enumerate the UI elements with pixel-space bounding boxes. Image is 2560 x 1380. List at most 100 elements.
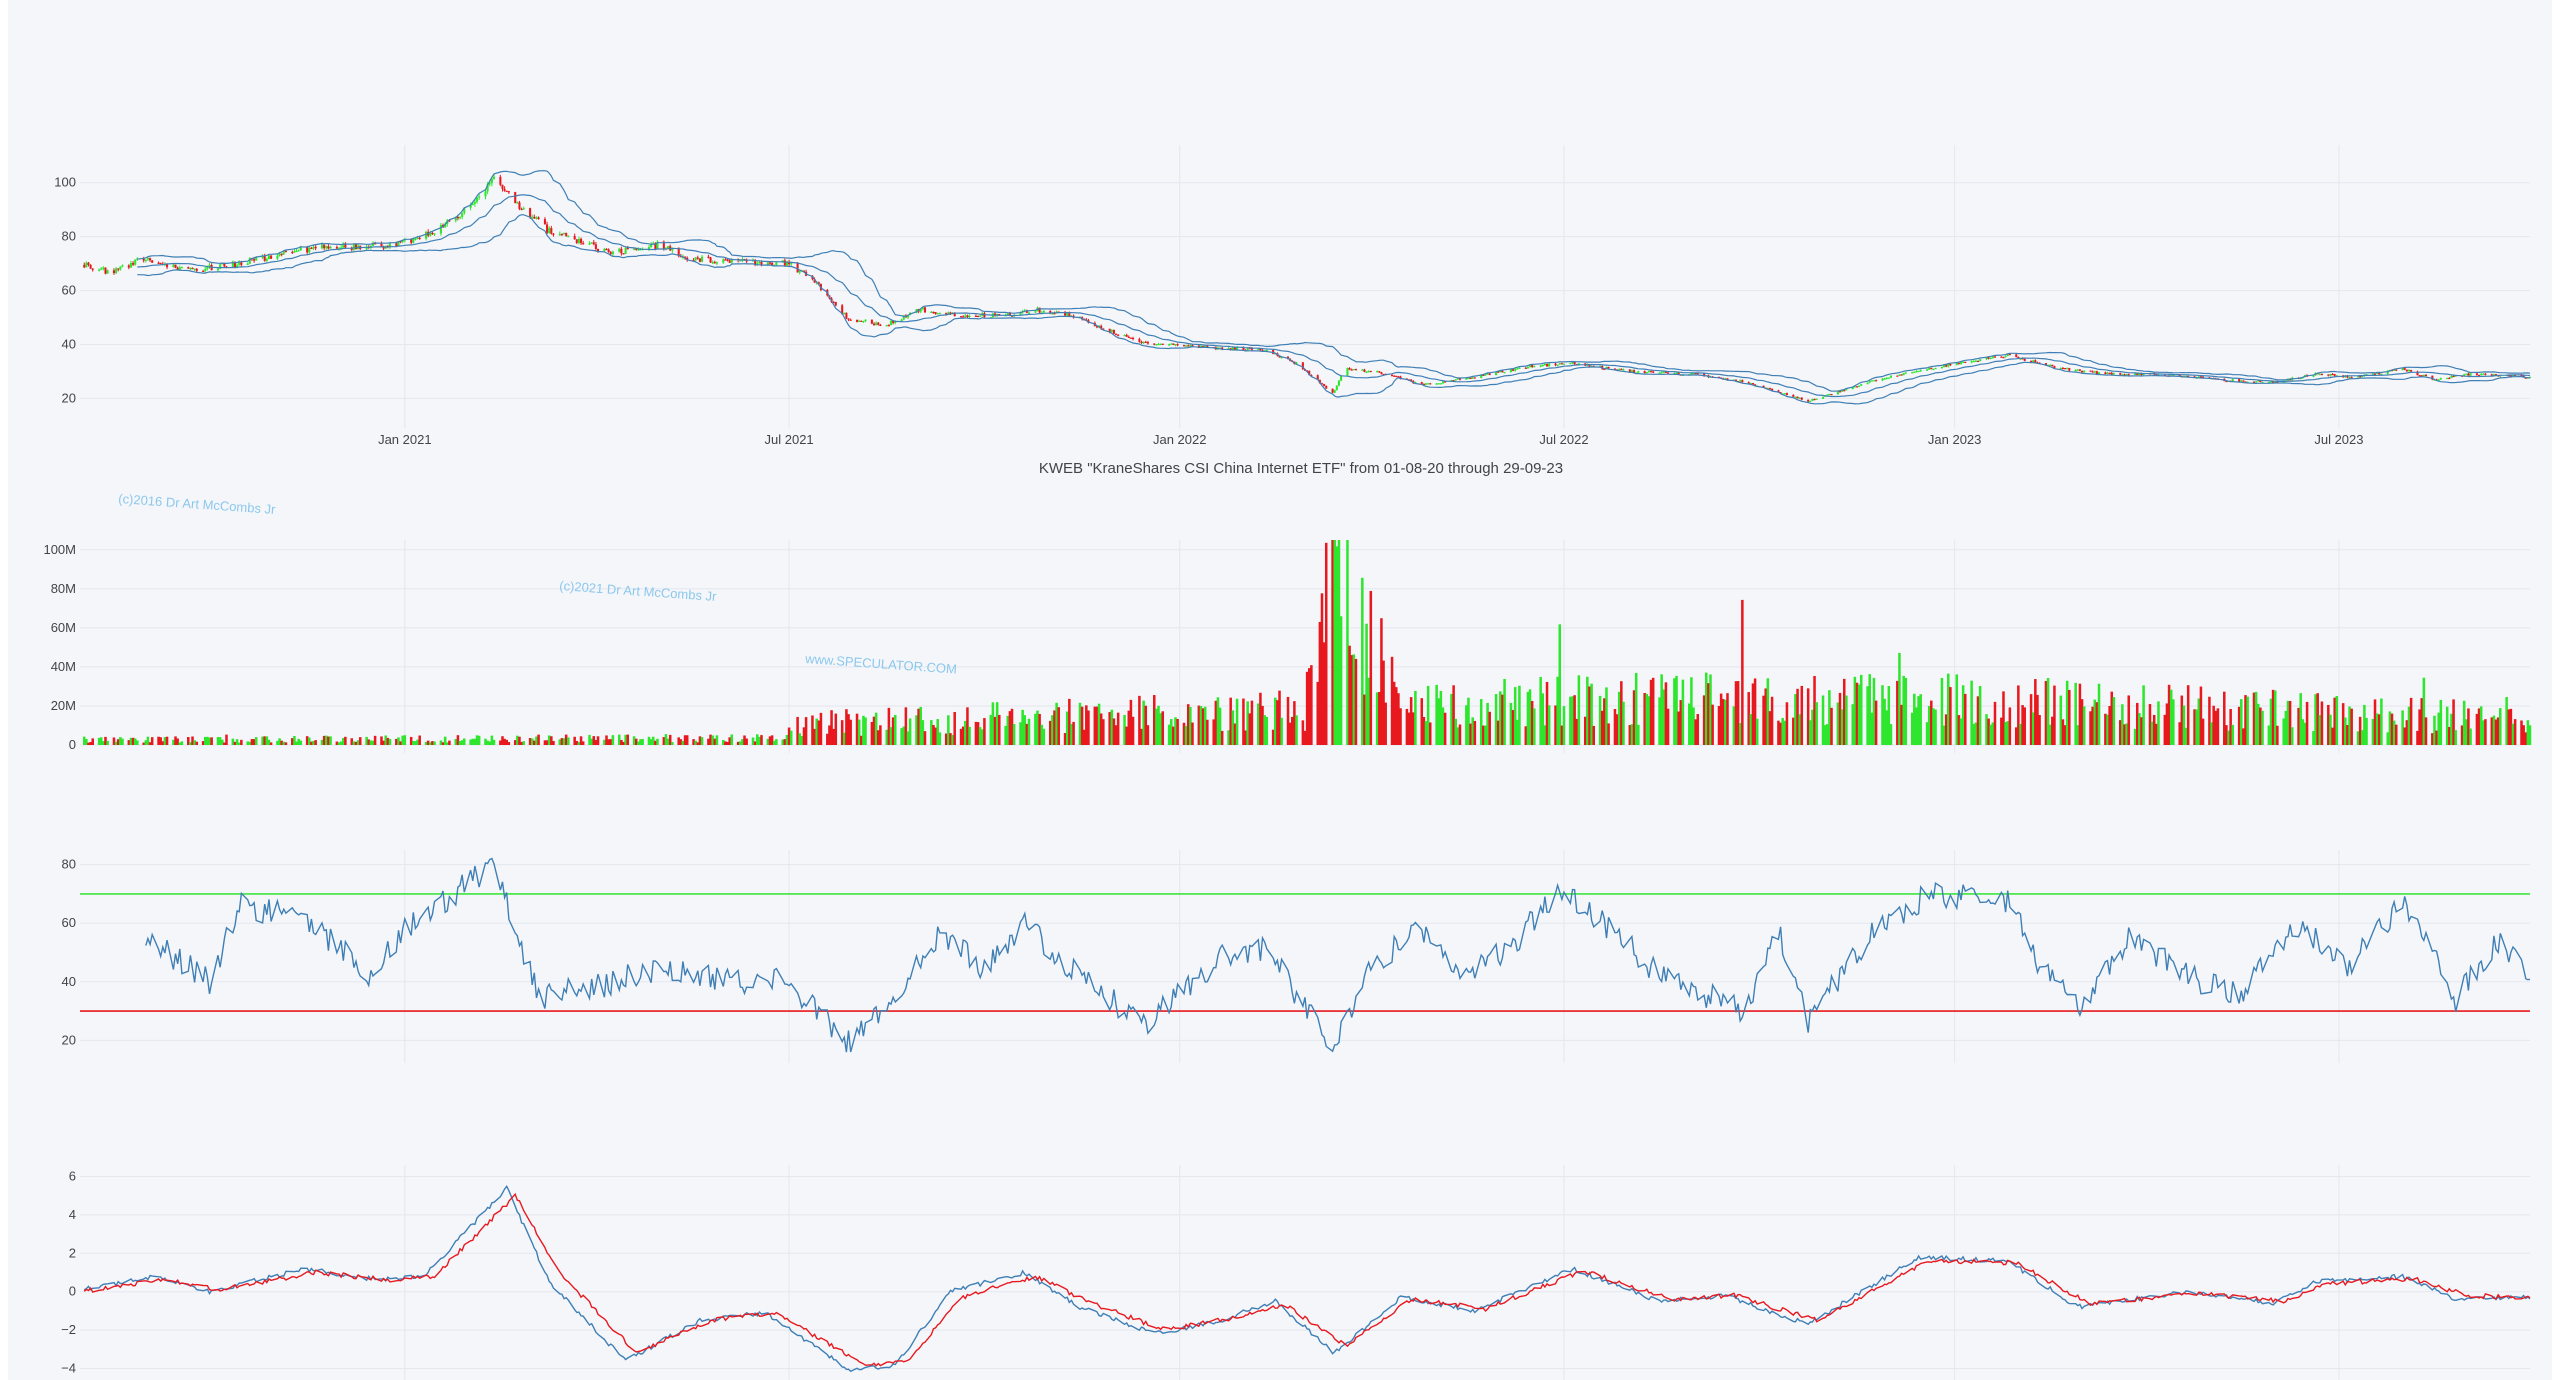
candle-body	[1115, 333, 1118, 336]
volume-bar	[800, 735, 804, 745]
candle-body	[1807, 399, 1810, 402]
volume-bar	[930, 720, 933, 745]
volume-bar	[605, 735, 608, 745]
volume-bar	[1978, 686, 1982, 745]
candle-body	[282, 251, 285, 255]
candle-body	[246, 263, 249, 265]
volume-bar	[2513, 719, 2517, 745]
volume-bar	[857, 719, 861, 745]
volume-bar	[1632, 690, 1636, 745]
candle	[1427, 382, 1430, 385]
candle	[1102, 328, 1105, 330]
volume-bar	[564, 734, 568, 745]
candle	[1979, 359, 1982, 362]
candle-body	[1346, 368, 1349, 376]
candle-body	[1176, 344, 1179, 346]
candle	[433, 233, 436, 236]
candle-body	[722, 259, 725, 263]
volume-bar	[634, 738, 638, 745]
candle-body	[2403, 367, 2406, 370]
candle-body	[478, 196, 481, 198]
candle	[669, 244, 672, 251]
candle-body	[2074, 370, 2077, 372]
candle	[478, 193, 481, 201]
volume-bar	[1902, 675, 1905, 745]
candle	[977, 315, 980, 318]
candle-body	[1231, 347, 1234, 350]
volume-bar	[431, 741, 434, 745]
candle	[2422, 374, 2425, 377]
candle	[2127, 373, 2130, 376]
candle-body	[577, 238, 580, 243]
candle-body	[1100, 325, 1103, 329]
candle-body	[146, 258, 149, 260]
candle-body	[444, 223, 447, 228]
volume-bar	[191, 736, 194, 745]
candle-body	[930, 311, 933, 314]
candle-body	[875, 322, 878, 326]
macd-line	[83, 1184, 2531, 1373]
volume-bar	[2329, 714, 2332, 745]
volume-bar	[664, 734, 668, 745]
volume-bar	[2416, 730, 2419, 745]
volume-bar	[2318, 714, 2322, 745]
volume-bar	[1214, 700, 1218, 745]
candle	[1526, 366, 1529, 370]
volume-bar	[1346, 540, 1349, 745]
volume-bar	[915, 715, 918, 745]
candle-body	[1545, 363, 1549, 367]
candle	[144, 259, 147, 263]
candle	[1350, 368, 1353, 371]
volume-bar	[989, 714, 993, 745]
candle-body	[1191, 345, 1194, 347]
candle-body	[157, 262, 160, 264]
candle	[1932, 368, 1935, 371]
candle	[1798, 397, 1801, 399]
candle-body	[2380, 373, 2383, 375]
candle	[537, 216, 540, 220]
x-tick-label: Jul 2022	[1539, 432, 1588, 447]
candle	[1560, 362, 1563, 365]
volume-bar	[978, 727, 982, 745]
candle	[1429, 382, 1432, 385]
candle-body	[380, 243, 383, 247]
volume-bar	[577, 742, 581, 745]
volume-bar	[998, 714, 1001, 745]
candle-body	[202, 270, 205, 273]
candle-body	[1762, 385, 1765, 388]
volume-bar	[1010, 708, 1014, 745]
candle-body	[1391, 374, 1394, 377]
volume-bar	[1378, 691, 1381, 745]
volume-bar	[235, 739, 239, 745]
candle	[618, 247, 621, 253]
volume-bar	[1369, 590, 1373, 745]
volume-bar	[528, 738, 532, 745]
volume-bar	[1218, 707, 1222, 745]
candle	[1424, 382, 1428, 386]
candle	[1741, 379, 1744, 383]
volume-bar	[2021, 705, 2024, 745]
candle-body	[2410, 370, 2413, 372]
candle-body	[879, 324, 882, 326]
volume-bar	[2155, 723, 2158, 745]
candle-body	[112, 270, 116, 274]
candle-body	[193, 268, 196, 270]
candle-body	[399, 241, 402, 243]
candle	[1896, 375, 1899, 377]
volume-bar	[104, 736, 107, 745]
volume-bar	[2019, 723, 2022, 745]
volume-bar	[473, 738, 477, 745]
volume-bar	[1248, 713, 1252, 745]
candle-body	[397, 241, 400, 247]
volume-bar	[2327, 704, 2330, 745]
volume-bar	[968, 726, 971, 745]
candle	[1027, 311, 1031, 314]
volume-bar	[1467, 697, 1470, 745]
y-tick-label: 80	[62, 857, 76, 872]
volume-bar	[2344, 717, 2347, 745]
candle-body	[2051, 364, 2054, 367]
volume-bar	[471, 738, 475, 745]
volume-bar	[97, 737, 101, 745]
candle-body	[2492, 374, 2495, 376]
candle	[308, 246, 311, 254]
